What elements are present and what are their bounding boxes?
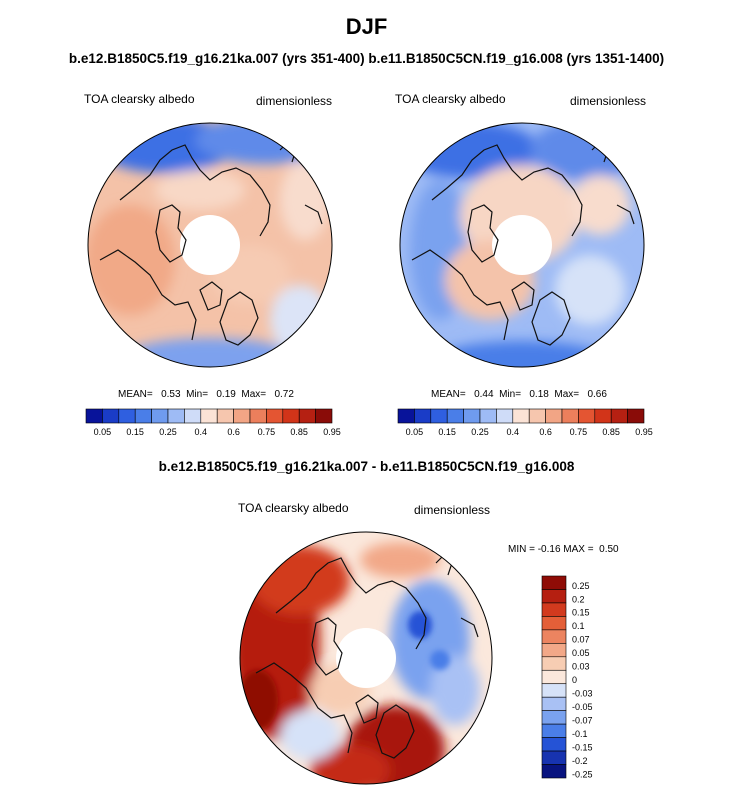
panel3-colorbar-swatch	[541, 710, 567, 725]
panel3-colorbar-swatch	[541, 683, 567, 698]
panel1-colorbar-swatch	[216, 408, 234, 424]
panel3-colorbar-tick-label: 0.2	[572, 594, 585, 604]
figure-title: DJF	[345, 14, 388, 39]
panel1-colorbar-swatch	[266, 408, 284, 424]
panel2-stats: MEAN= 0.44 Min= 0.18 Max= 0.66	[431, 389, 607, 400]
panel3-colorbar-tick-label: 0.07	[572, 635, 590, 645]
panel3-colorbar-tick-label: 0.05	[572, 648, 590, 658]
panel1-colorbar-swatch	[134, 408, 152, 424]
panel2-colorbar-swatch	[610, 408, 628, 424]
panel3-colorbar-swatch	[541, 643, 567, 658]
panel2-map	[399, 122, 645, 368]
panel3-colorbar-tick-label: 0	[572, 675, 577, 685]
panel1-colorbar-tick-label: 0.4	[195, 427, 208, 437]
panel3-colorbar-swatch	[541, 669, 567, 685]
panel1-colorbar-swatch	[184, 408, 202, 424]
panel1-colorbar-swatch	[298, 408, 316, 424]
panel3-colorbar-swatch	[541, 656, 567, 671]
panel1-stats: MEAN= 0.53 Min= 0.19 Max= 0.72	[118, 389, 294, 400]
panel1-colorbar-tick-label: 0.05	[94, 427, 112, 437]
panel3-colorbar-tick-label: -0.15	[572, 742, 593, 752]
panel1-colorbar-swatch	[167, 408, 185, 424]
panel3-colorbar-tick-label: 0.15	[572, 608, 590, 618]
panel2-colorbar-tick-label: 0.15	[438, 427, 456, 437]
panel1-colorbar-tick-label: 0.85	[290, 427, 308, 437]
panel3-colorbar-tick-label: -0.1	[572, 729, 588, 739]
panel2-colorbar-swatch	[545, 408, 563, 424]
panel3-map	[239, 531, 493, 785]
panel1-colorbar-swatch	[118, 408, 136, 424]
panel2-colorbar-swatch	[414, 408, 432, 424]
panel3-units-label: dimensionless	[414, 503, 491, 517]
difference-title: b.e12.B1850C5.f19_g16.21ka.007 - b.e11.B…	[158, 459, 575, 474]
panel2-colorbar-tick-label: 0.75	[570, 427, 588, 437]
panel3-colorbar-tick-label: -0.2	[572, 756, 588, 766]
panel3-colorbar-swatch	[541, 737, 567, 752]
panel2-colorbar-swatch	[594, 408, 612, 424]
panel3-colorbar-swatch	[541, 723, 567, 738]
panel1-colorbar-swatch	[282, 408, 300, 424]
panel2-colorbar-swatch	[463, 408, 481, 424]
panel3-colorbar-tick-label: -0.03	[572, 689, 593, 699]
panel1-units-label: dimensionless	[256, 94, 333, 108]
panel2-colorbar-swatch	[446, 408, 464, 424]
figure-subtitle: b.e12.B1850C5.f19_g16.21ka.007 (yrs 351-…	[68, 51, 665, 66]
panel1-colorbar-swatch	[200, 408, 218, 424]
panel3-colorbar-swatch	[541, 575, 567, 590]
panel3-colorbar-tick-label: 0.25	[572, 581, 590, 591]
panel2-colorbar-swatch	[496, 408, 514, 424]
panel2-colorbar-swatch	[397, 408, 415, 424]
panel2-colorbar-tick-label: 0.25	[471, 427, 489, 437]
panel1-variable-label: TOA clearsky albedo	[84, 92, 195, 106]
panel1-colorbar-swatch	[233, 408, 251, 424]
panel1-colorbar: 0.05 0.15 0.25 0.4 0.6 0.75 0.85 0.95	[85, 408, 341, 437]
panel1-colorbar-tick-label: 0.15	[126, 427, 144, 437]
panel3-colorbar-tick-label: 0.03	[572, 662, 590, 672]
panel3-colorbar-tick-label: -0.07	[572, 715, 593, 725]
panel1-colorbar-tick-label: 0.25	[159, 427, 177, 437]
panel1-colorbar-tick-label: 0.75	[258, 427, 276, 437]
panel2-colorbar-swatch	[479, 408, 497, 424]
panel2-colorbar-swatch	[561, 408, 579, 424]
panel3-colorbar-swatch	[541, 589, 567, 604]
panel3-colorbar-swatch	[541, 616, 567, 631]
panel2-colorbar-tick-label: 0.6	[539, 427, 552, 437]
panel3-colorbar-swatch	[541, 750, 567, 765]
panel3-colorbar-swatch	[541, 629, 567, 644]
panel2-colorbar-tick-label: 0.05	[406, 427, 424, 437]
panel3-colorbar-tick-label: 0.1	[572, 621, 585, 631]
panel1-colorbar-swatch	[85, 408, 103, 424]
panel1-colorbar-swatch	[249, 408, 267, 424]
panel2-colorbar-swatch	[430, 408, 448, 424]
panel2-variable-label: TOA clearsky albedo	[395, 92, 506, 106]
panel2-colorbar-tick-label: 0.4	[507, 427, 520, 437]
panel2-colorbar-swatch	[528, 408, 546, 424]
panel3-colorbar: 0.25 0.2 0.15 0.1 0.07 0.05 0.03 0 -0.03 -0.05 -0.…	[541, 575, 593, 779]
panel3-variable-label: TOA clearsky albedo	[238, 501, 349, 515]
panel2-colorbar-swatch	[627, 408, 645, 424]
panel1-colorbar-swatch	[102, 408, 120, 424]
panel1-colorbar-tick-label: 0.6	[227, 427, 240, 437]
panel1-colorbar-swatch	[151, 408, 169, 424]
panel3-colorbar-tick-label: -0.25	[572, 769, 593, 779]
panel1-colorbar-tick-label: 0.95	[323, 427, 341, 437]
panel1-colorbar-swatch	[315, 408, 333, 424]
panel2-colorbar-swatch	[512, 408, 530, 424]
panel3-colorbar-swatch	[541, 764, 567, 779]
panel2-colorbar-swatch	[578, 408, 596, 424]
panel3-colorbar-swatch	[541, 696, 567, 711]
panel3-stats: MIN = -0.16 MAX = 0.50	[508, 544, 619, 555]
panel1-map	[87, 122, 333, 368]
panel2-colorbar: 0.05 0.15 0.25 0.4 0.6 0.75 0.85 0.95	[397, 408, 653, 437]
panel2-colorbar-tick-label: 0.85	[602, 427, 620, 437]
panel3-colorbar-tick-label: -0.05	[572, 702, 593, 712]
panel2-units-label: dimensionless	[570, 94, 647, 108]
panel2-colorbar-tick-label: 0.95	[635, 427, 653, 437]
panel3-colorbar-swatch	[541, 602, 567, 617]
